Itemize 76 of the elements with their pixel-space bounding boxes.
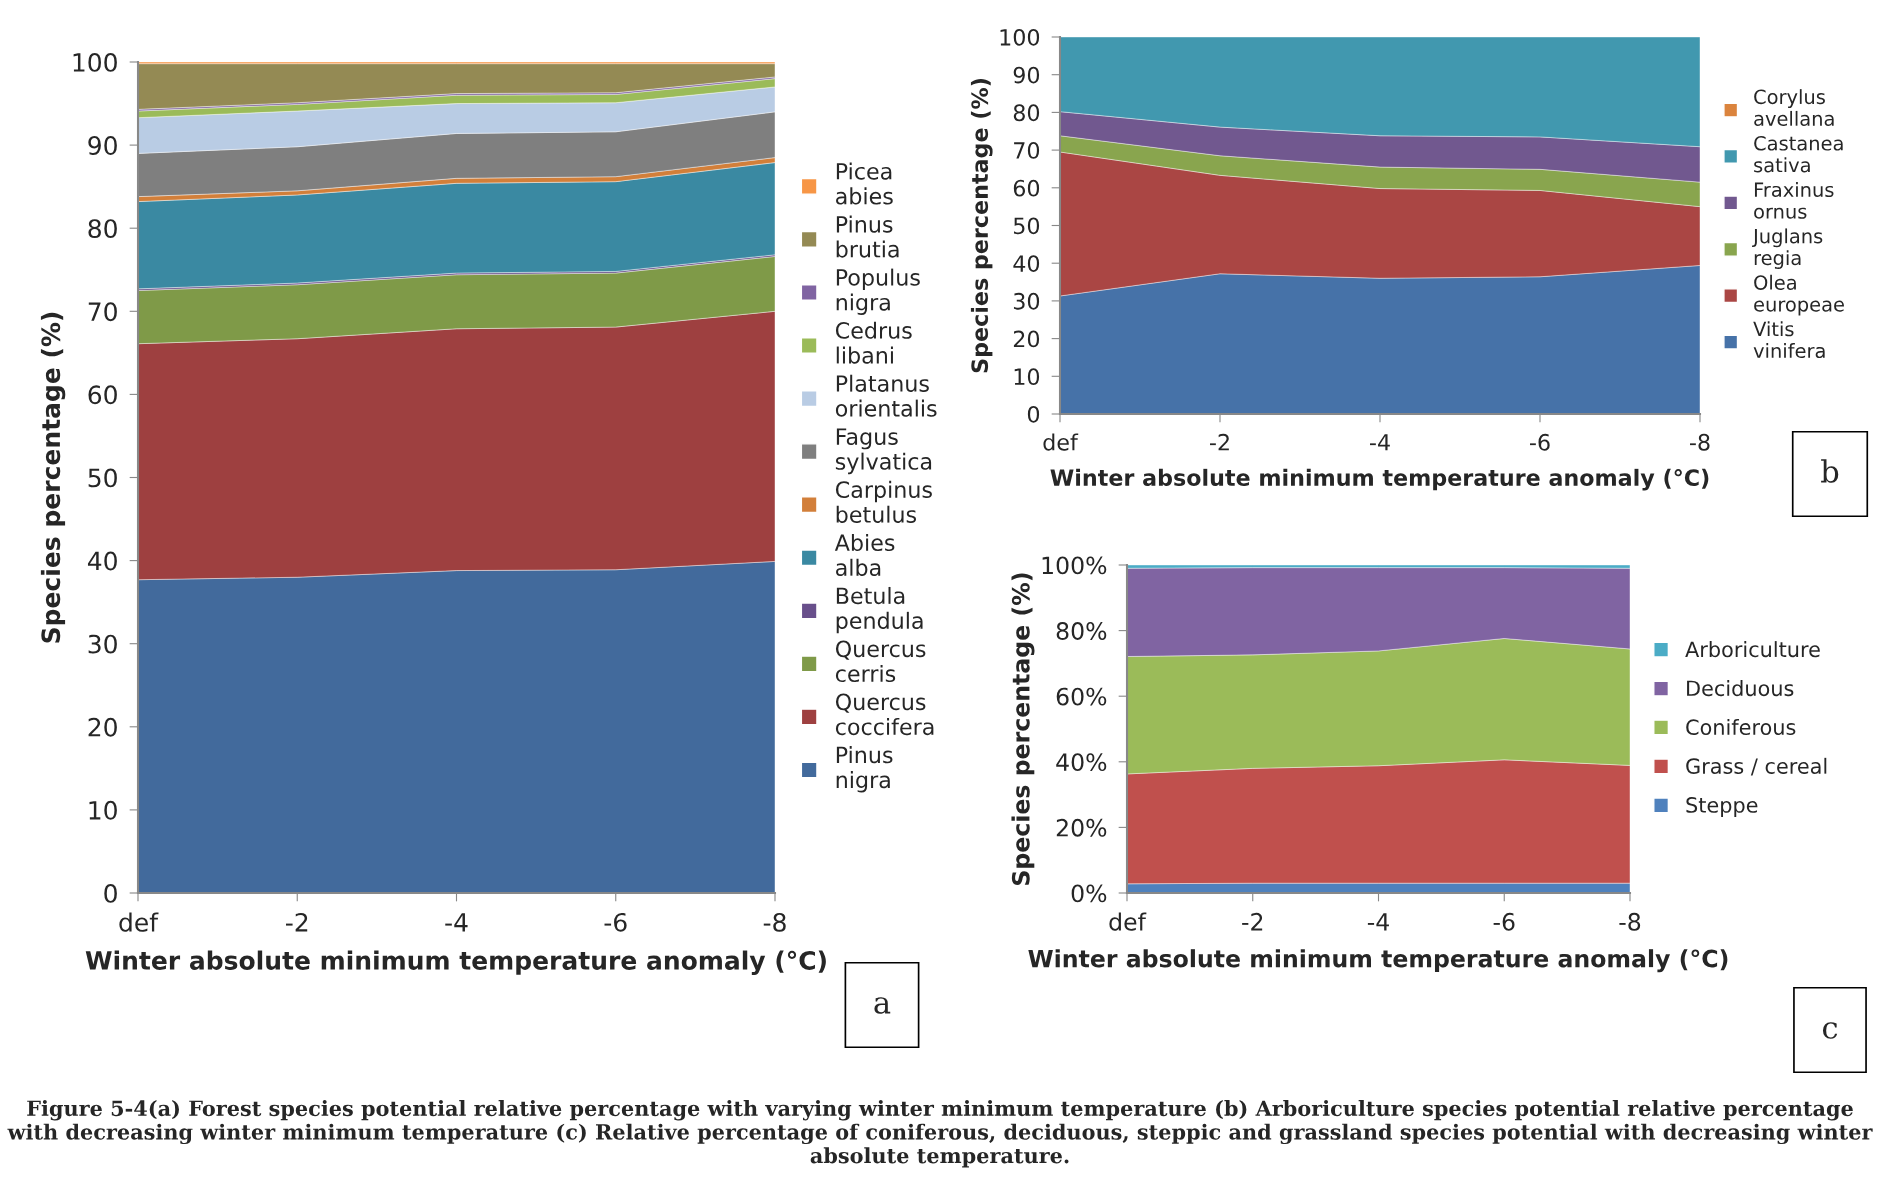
legend-label: Olea europeae — [1754, 274, 1844, 316]
y-tick-label: 50 — [1013, 217, 1040, 235]
x-tick-label: -4 — [1367, 913, 1389, 931]
x-tick-label: -2 — [286, 912, 308, 932]
y-tick-label: 40 — [1013, 255, 1040, 272]
legend-label: Fraxinus ornus — [1754, 181, 1834, 219]
x-tick-label: def — [119, 912, 159, 932]
legend-label: Fagus sylvatica — [835, 428, 932, 475]
y-tick-label: 10 — [89, 800, 117, 820]
y-tick-label: 80 — [1013, 104, 1040, 122]
x-tick-label: -2 — [1242, 912, 1263, 931]
x-tick-label: -2 — [1210, 433, 1229, 451]
y-axis-title: Species percentage (%) — [970, 79, 993, 373]
legend-label: Pinus nigra — [836, 746, 893, 793]
y-tick-label: 30 — [1013, 292, 1040, 310]
y-tick-label: 0% — [1071, 884, 1107, 903]
x-tick-label: -6 — [1530, 433, 1550, 451]
y-tick-label: 80 — [88, 219, 117, 239]
y-tick-label: 60% — [1056, 687, 1107, 706]
y-tick-label: 100% — [1042, 556, 1107, 575]
legend-label: Grass / cereal — [1686, 757, 1827, 776]
y-tick-label: 20 — [88, 717, 117, 737]
legend-label: Juglans regia — [1752, 228, 1823, 270]
y-tick-label: 90 — [1013, 66, 1040, 84]
y-tick-label: 60 — [88, 385, 117, 405]
y-axis-title: Species percentage (%) — [40, 312, 66, 643]
y-tick-label: 60 — [1013, 179, 1040, 197]
text: c — [1822, 1022, 1838, 1039]
legend-label: Vitis vinifera — [1753, 321, 1825, 359]
y-tick-label: 20% — [1056, 818, 1107, 837]
x-tick-label: -8 — [1619, 912, 1641, 931]
y-tick-label: 90 — [88, 136, 117, 155]
legend-label: Coniferous — [1686, 718, 1796, 736]
y-tick-label: 30 — [88, 634, 117, 654]
x-tick-label: -8 — [763, 912, 786, 932]
y-tick-label: 80% — [1056, 622, 1107, 640]
x-axis-title: Winter absolute minimum temperature anomaly (°C) — [1050, 468, 1709, 491]
y-tick-label: 20 — [1013, 330, 1040, 348]
y-tick-label: 40 — [87, 551, 117, 571]
legend-label: Corylus avellana — [1754, 89, 1834, 126]
y-tick-label: 0 — [1027, 405, 1040, 423]
legend-label: Abies alba — [834, 533, 895, 576]
y-tick-label: 40% — [1056, 753, 1107, 772]
x-tick-label: -4 — [1370, 434, 1390, 451]
legend-label: Platanus orientalis — [835, 374, 937, 417]
legend-label: Picea abies — [836, 162, 893, 205]
legend-label: Castanea sativa — [1754, 135, 1843, 173]
y-tick-label: 100 — [73, 52, 117, 72]
y-tick-label: 10 — [1014, 368, 1040, 386]
x-tick-label: -6 — [604, 912, 627, 932]
legend-label: Deciduous — [1687, 680, 1794, 697]
text: b — [1821, 459, 1839, 483]
y-tick-label: 0 — [104, 883, 117, 903]
legend-label: Cedrus libani — [835, 321, 912, 364]
x-tick-label: -6 — [1493, 912, 1515, 931]
y-axis-title: Species percentage (%) — [1011, 573, 1035, 885]
legend-label: Populus nigra — [836, 268, 920, 315]
legend-label: Carpinus betulus — [835, 480, 932, 523]
y-tick-label: 70 — [88, 302, 117, 322]
legend-label: Quercus cerris — [835, 640, 926, 683]
x-tick-label: -8 — [1690, 433, 1710, 451]
y-tick-label: 50 — [88, 468, 117, 488]
y-tick-label: 100 — [1000, 28, 1040, 46]
x-axis-title: Winter absolute minimum temperature anomaly (°C) — [1028, 949, 1728, 973]
x-tick-label: def — [1043, 433, 1079, 451]
legend-label: Steppe — [1686, 797, 1758, 817]
legend-label: Arboriculture — [1685, 641, 1820, 658]
legend-label: Betula pendula — [836, 586, 923, 634]
text: a — [874, 997, 891, 1014]
caption: Figure 5-4(a) Forest species potential relative percentage with varying winter minimum temperature (b) Arboriculture species potential relative percentage with decreasing winter minimum temperature (c) Relative percentage of coniferous, deciduous, steppic and grassland species potential with decreasing winter absolute temperature. — [7, 1100, 1873, 1168]
x-tick-label: def — [1109, 912, 1147, 931]
legend-label: Quercus coccifera — [835, 693, 934, 736]
legend-label: Pinus brutia — [836, 215, 899, 258]
y-tick-label: 70 — [1014, 142, 1040, 159]
x-tick-label: -4 — [445, 913, 468, 932]
x-axis-title: Winter absolute minimum temperature anomaly (°C) — [85, 950, 826, 975]
